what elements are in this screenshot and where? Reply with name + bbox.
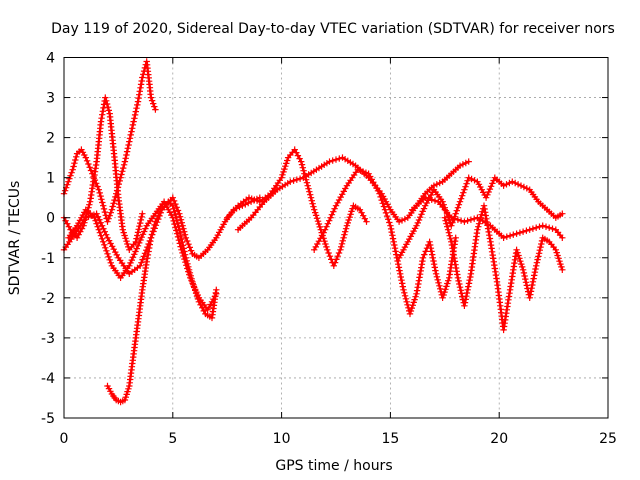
series-group xyxy=(409,194,566,241)
y-tick-label: 2 xyxy=(46,131,55,147)
series-group xyxy=(441,202,566,334)
axes: 0 5 10 15 20 25 -5 -4 -3 -2 -1 0 1 2 3 4 xyxy=(41,51,617,448)
y-axis-label: SDTVAR / TECUs xyxy=(7,181,23,296)
x-tick-label: 20 xyxy=(490,431,508,447)
plot-frame xyxy=(63,57,609,419)
x-tick-label: 10 xyxy=(273,431,291,447)
y-tick-label: -1 xyxy=(41,251,55,267)
series-group xyxy=(65,198,220,313)
series-line xyxy=(225,148,368,267)
data-series xyxy=(60,58,566,406)
x-tick-label: 25 xyxy=(599,431,617,447)
x-tick-label: 0 xyxy=(60,431,69,447)
series-markers xyxy=(60,58,159,225)
y-tick-label: -5 xyxy=(41,411,55,427)
y-tick-label: -3 xyxy=(41,331,55,347)
y-tick-label: 1 xyxy=(46,171,55,187)
series-markers xyxy=(441,202,566,334)
series-group xyxy=(60,58,159,225)
series-markers xyxy=(311,166,459,318)
y-tick-label: 0 xyxy=(46,211,55,227)
y-tick-label: 3 xyxy=(46,91,55,107)
series-group xyxy=(224,146,370,269)
y-tick-label: 4 xyxy=(46,51,55,67)
grid xyxy=(64,57,608,418)
x-tick-label: 5 xyxy=(168,431,177,447)
series-markers xyxy=(224,146,370,269)
y-tick-label: -2 xyxy=(41,291,55,307)
series-group xyxy=(311,166,459,318)
y-tick-label: -4 xyxy=(41,371,55,387)
series-markers xyxy=(65,198,220,313)
series-line xyxy=(443,204,564,332)
chart-title: Day 119 of 2020, Sidereal Day-to-day VTE… xyxy=(51,21,615,37)
x-tick-label: 15 xyxy=(381,431,399,447)
x-axis-label: GPS time / hours xyxy=(275,458,392,474)
series-markers xyxy=(409,194,566,241)
